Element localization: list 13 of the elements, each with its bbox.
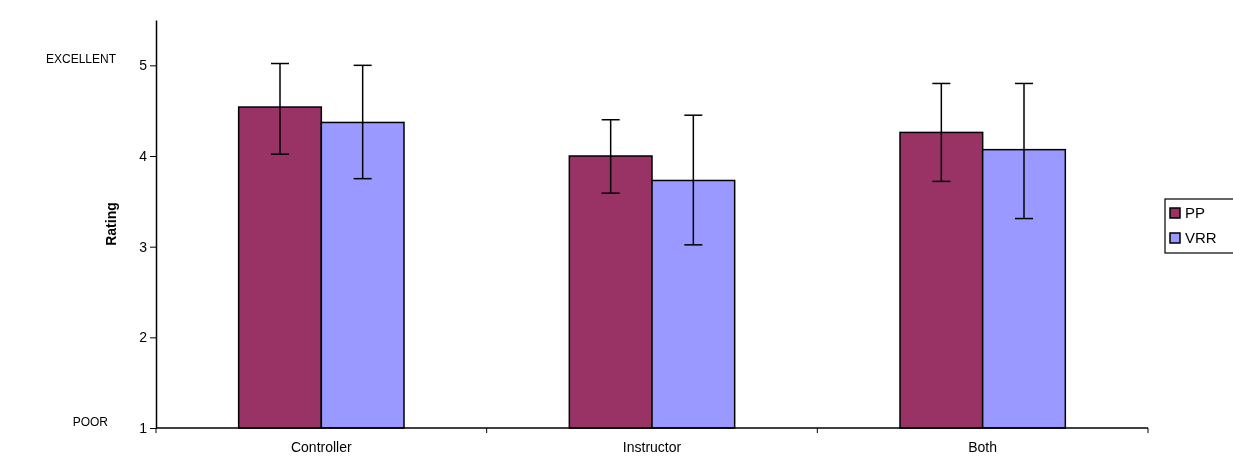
x-tick-label: Instructor	[622, 439, 682, 455]
y-tick-label: 4	[139, 147, 148, 164]
y-tick-label: 3	[139, 238, 148, 255]
y-axis-title: Rating	[103, 202, 119, 246]
y-tick-label: 2	[139, 329, 148, 346]
y-tick-label: 1	[139, 419, 148, 436]
legend-label: VRR	[1185, 229, 1217, 246]
x-tick-label: Both	[968, 439, 998, 455]
x-tick-label: Controller	[290, 439, 353, 455]
text: EXCELLENT	[45, 52, 117, 67]
legend-label: PP	[1185, 204, 1206, 221]
text: POOR	[72, 415, 109, 429]
y-tick-label: 5	[139, 57, 148, 74]
